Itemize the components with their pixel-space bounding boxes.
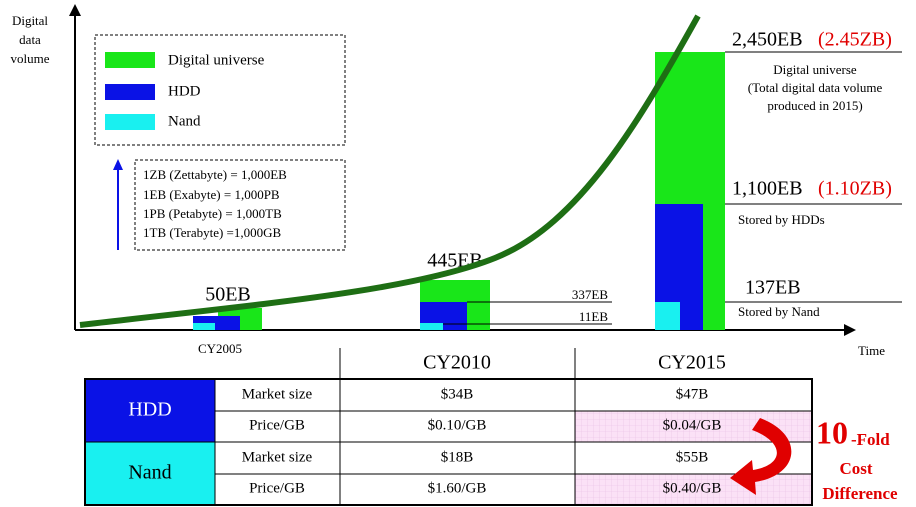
- total-label: 2,450EB: [732, 29, 803, 51]
- bar-nand: [655, 302, 680, 330]
- year-label: CY2005: [198, 341, 242, 356]
- group-name: Nand: [128, 462, 171, 484]
- legend-label: HDD: [168, 83, 201, 99]
- hdd-cell: [85, 379, 215, 442]
- legend-swatch: [105, 52, 155, 68]
- note: Stored by HDDs: [738, 212, 825, 227]
- y-label: data: [19, 32, 41, 47]
- legend-swatch: [105, 84, 155, 100]
- legend-label: Nand: [168, 113, 201, 129]
- unit-text: 1PB (Petabyte) = 1,000TB: [143, 206, 282, 221]
- table-cell: $18B: [441, 449, 474, 465]
- callout: 10: [816, 414, 848, 450]
- table-cell: Market size: [242, 386, 313, 402]
- growth-curve: [79, 14, 701, 328]
- callout: Difference: [822, 484, 898, 503]
- unit-text: 1TB (Terabyte) =1,000GB: [143, 225, 282, 240]
- hdd-label: 337EB: [572, 287, 608, 302]
- legend-label: Digital universe: [168, 52, 265, 68]
- table-cell: $0.40/GB: [663, 480, 722, 496]
- table-cell: Market size: [242, 449, 313, 465]
- table-cell: Price/GB: [249, 480, 305, 496]
- units-arrowhead: [113, 159, 123, 170]
- total-label: 50EB: [205, 284, 251, 306]
- table-cell: $34B: [441, 386, 474, 402]
- bar-nand: [420, 323, 443, 330]
- table-border: [84, 378, 813, 506]
- note: Stored by Nand: [738, 304, 820, 319]
- hdd-label: 1,100EB: [732, 178, 803, 200]
- table: CY2010 CY2015 HDD Nand: [84, 348, 813, 506]
- callout: -Fold: [851, 430, 890, 449]
- callout-arrow: [730, 418, 792, 495]
- table-cell: Price/GB: [249, 417, 305, 433]
- table-cell: $0.04/GB: [663, 417, 722, 433]
- table-cell: $1.60/GB: [428, 480, 487, 496]
- y-arrow: [69, 4, 81, 16]
- total-zb: (2.45ZB): [818, 29, 892, 51]
- table-cell: $47B: [676, 386, 709, 402]
- nand-label: 137EB: [745, 277, 801, 299]
- nand-cell: [85, 442, 215, 505]
- bar-nand: [193, 323, 215, 330]
- y-label: volume: [11, 51, 50, 66]
- legend-swatch: [105, 114, 155, 130]
- y-label: Digital: [12, 13, 48, 28]
- highlight-cell: [575, 474, 812, 505]
- table-cell: $0.10/GB: [428, 417, 487, 433]
- nand-label: 11EB: [579, 309, 608, 324]
- hdd-zb: (1.10ZB): [818, 178, 892, 200]
- unit-text: 1ZB (Zettabyte) = 1,000EB: [143, 167, 287, 182]
- note: Digital universe: [773, 62, 857, 77]
- table-grid: [85, 379, 812, 505]
- legend-box: [94, 34, 346, 146]
- callout: Cost: [839, 459, 872, 478]
- note: (Total digital data volume: [748, 80, 883, 95]
- x-arrow: [844, 324, 856, 336]
- table-header: CY2015: [658, 352, 726, 374]
- x-label: Time: [858, 343, 885, 358]
- table-header: CY2010: [423, 352, 491, 374]
- table-cell: $55B: [676, 449, 709, 465]
- group-name: HDD: [128, 399, 171, 421]
- unit-text: 1EB (Exabyte) = 1,000PB: [143, 187, 280, 202]
- units-box: [134, 159, 346, 251]
- note: produced in 2015): [767, 98, 862, 113]
